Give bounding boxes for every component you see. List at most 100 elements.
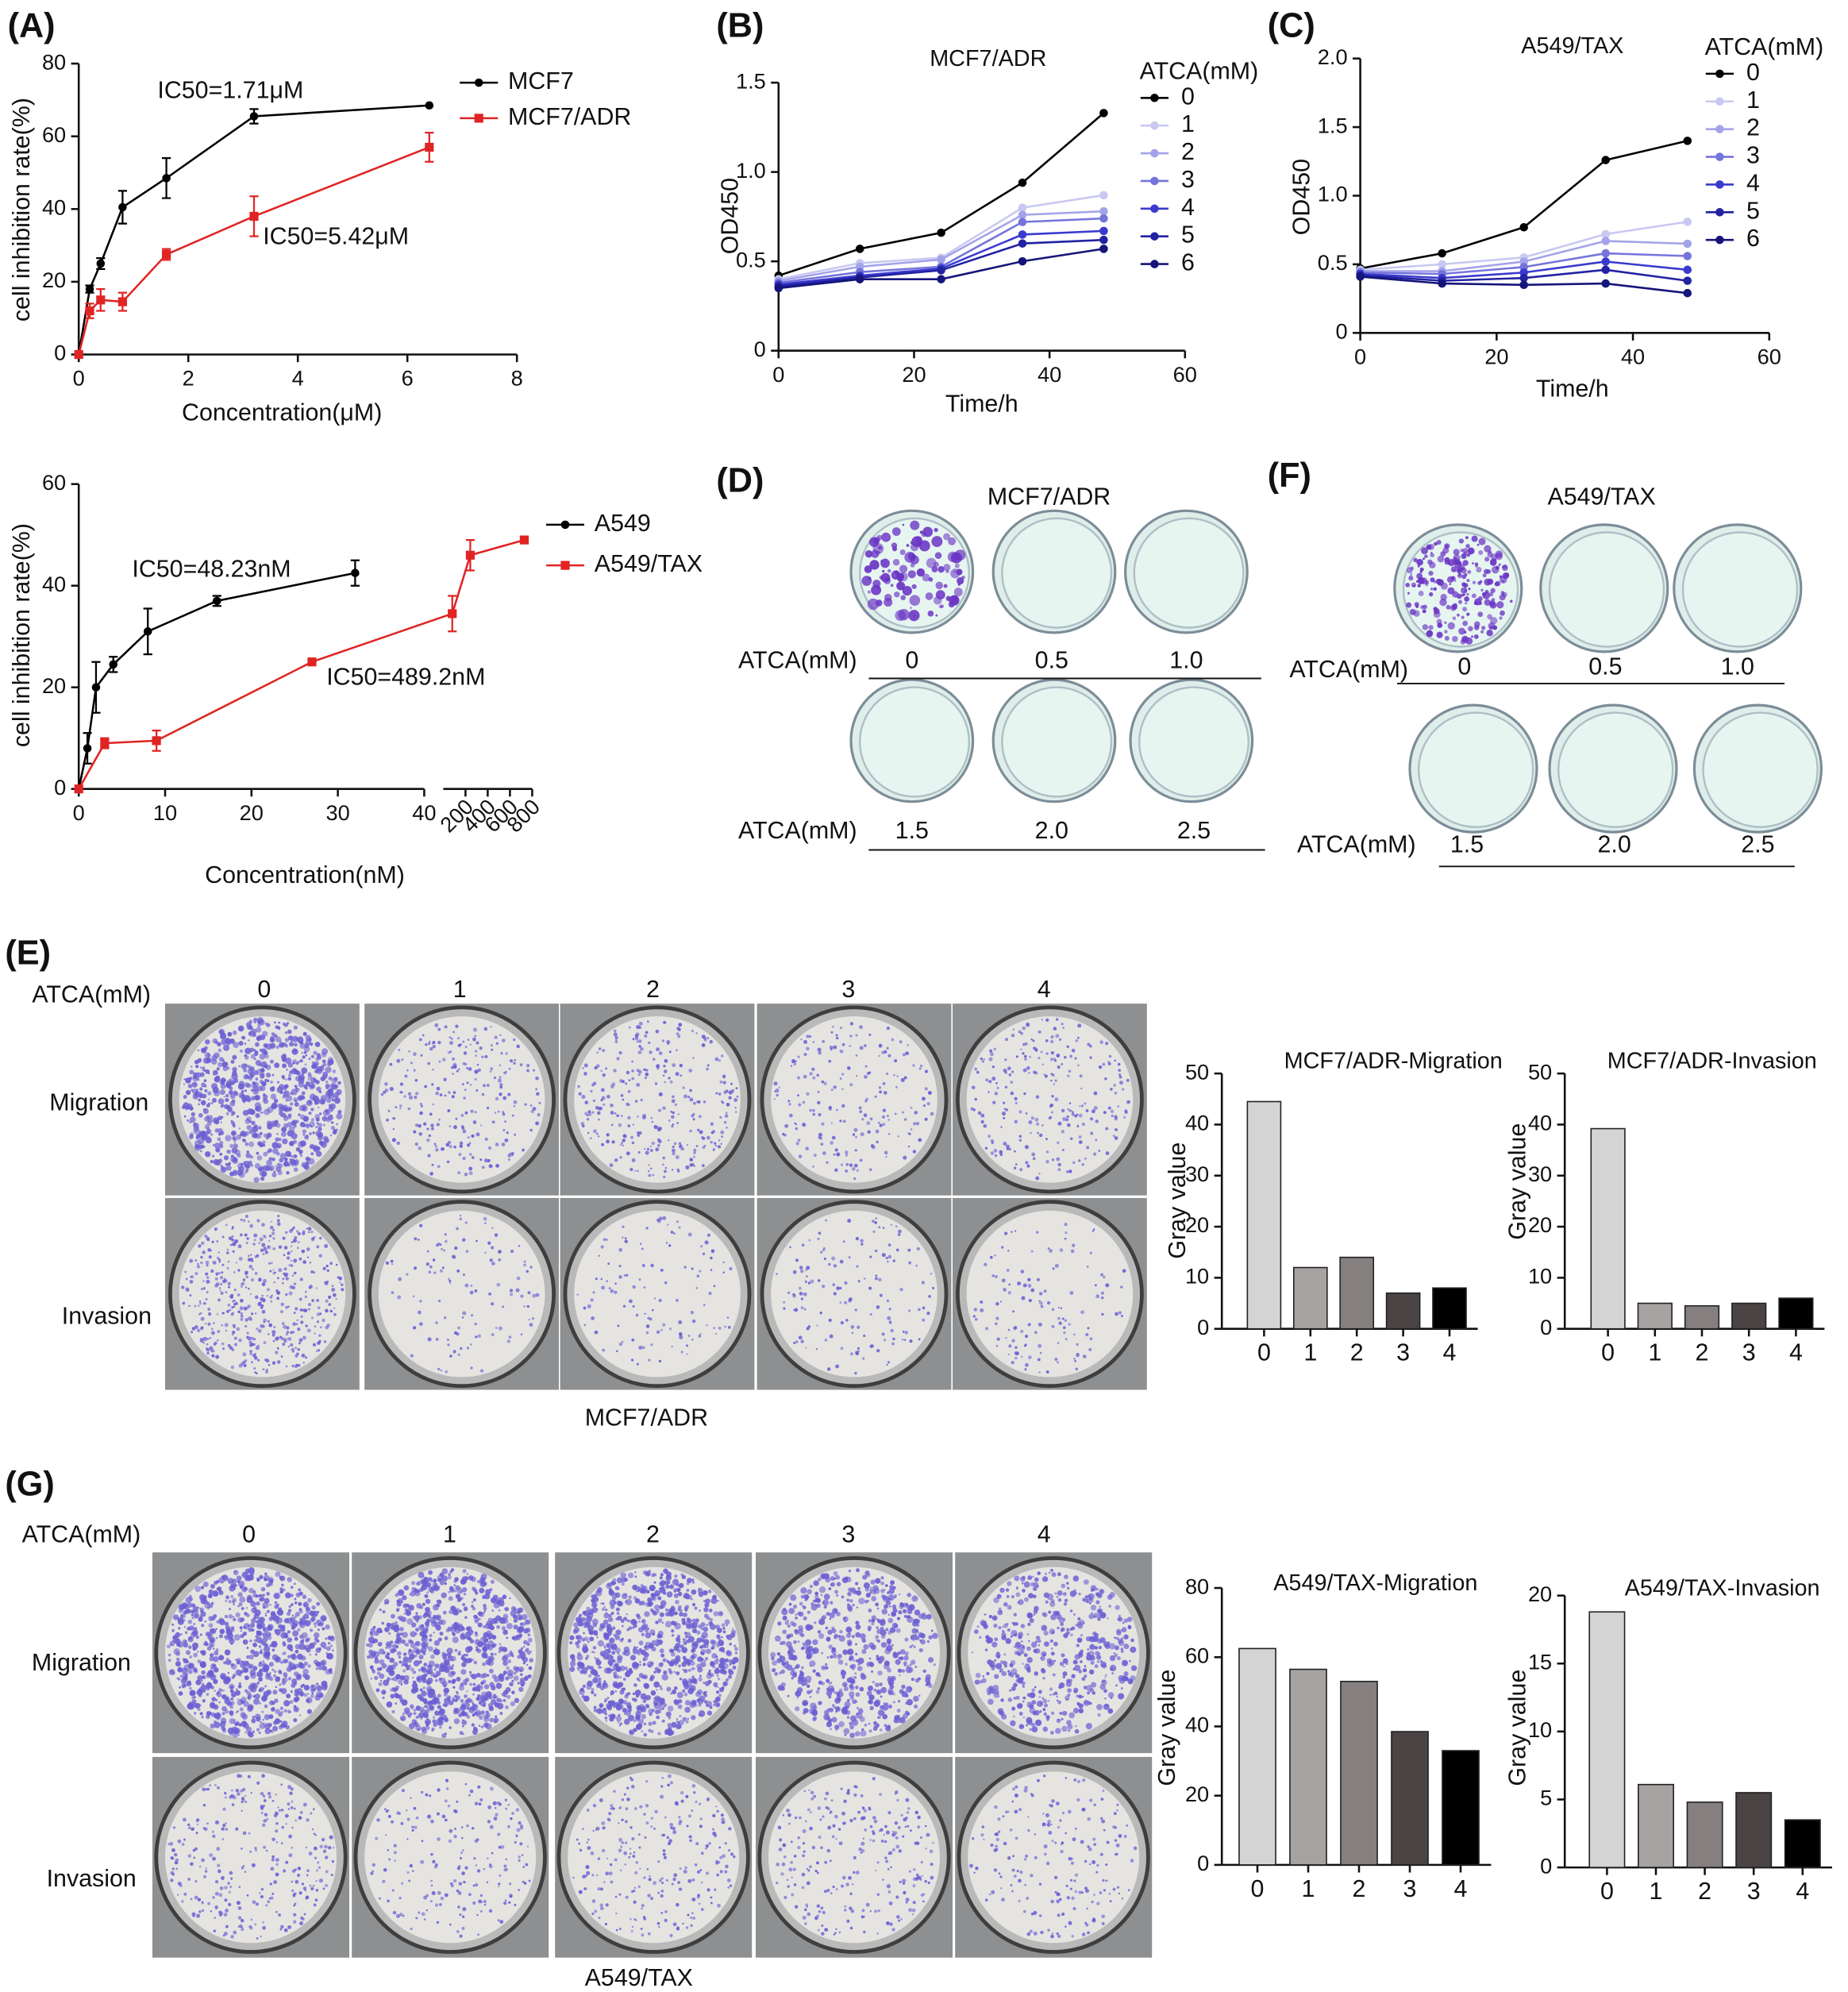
stain-dot xyxy=(449,1726,452,1729)
stain-dot xyxy=(316,1298,320,1302)
stain-dot xyxy=(686,1143,689,1146)
stain-dot xyxy=(472,1704,477,1709)
stain-dot xyxy=(925,592,934,600)
stain-dot xyxy=(1061,1063,1064,1065)
stain-dot xyxy=(830,1122,834,1124)
stain-dot xyxy=(206,1347,210,1352)
stain-dot xyxy=(598,1254,600,1257)
stain-dot xyxy=(287,1251,291,1255)
stain-dot xyxy=(922,573,930,582)
stain-dot xyxy=(886,1260,889,1263)
stain-dot xyxy=(894,1112,897,1115)
stain-dot xyxy=(1024,1368,1027,1371)
stain-dot xyxy=(200,1288,203,1291)
stain-dot xyxy=(447,1575,452,1580)
stain-dot xyxy=(263,1341,267,1345)
stain-dot xyxy=(310,1118,315,1122)
stain-dot xyxy=(256,1035,262,1042)
stain-dot xyxy=(990,1151,995,1155)
stain-dot xyxy=(813,1154,817,1158)
stain-dot xyxy=(459,1347,463,1350)
stain-dot xyxy=(423,1122,427,1126)
stain-dot xyxy=(398,1104,402,1108)
stain-dot xyxy=(1023,1092,1026,1096)
stain-dot xyxy=(833,1153,836,1156)
stain-dot xyxy=(285,1365,288,1368)
stain-dot xyxy=(336,1123,339,1126)
stain-dot xyxy=(518,1686,524,1693)
stain-dot xyxy=(1014,1119,1018,1123)
stain-dot xyxy=(422,1709,427,1714)
stain-dot xyxy=(285,1333,288,1336)
stain-dot xyxy=(248,1254,250,1258)
stain-dot xyxy=(315,1130,322,1137)
stain-dot xyxy=(508,1068,511,1070)
stain-dot xyxy=(475,1711,482,1717)
stain-dot xyxy=(1430,553,1434,558)
stain-dot xyxy=(307,1231,310,1234)
stain-dot xyxy=(1473,621,1480,628)
stain-dot xyxy=(483,1158,488,1163)
stain-dot xyxy=(1054,1079,1057,1082)
stain-dot xyxy=(291,1250,293,1253)
stain-dot xyxy=(198,1312,201,1316)
stain-dot xyxy=(271,1032,275,1036)
stain-dot xyxy=(439,1581,445,1586)
stain-dot xyxy=(1430,588,1434,591)
stain-dot xyxy=(290,1245,293,1247)
stain-dot xyxy=(918,1067,922,1070)
stain-dot xyxy=(272,1720,278,1725)
stain-dot xyxy=(221,1038,227,1046)
stain-dot xyxy=(318,1106,320,1109)
stain-dot xyxy=(313,1078,317,1082)
stain-dot xyxy=(1465,602,1468,605)
stain-dot xyxy=(227,1106,233,1112)
stain-dot xyxy=(506,1623,513,1630)
stain-dot xyxy=(294,1124,297,1128)
dose-label: 4 xyxy=(1038,976,1051,1003)
stain-dot xyxy=(210,1160,214,1164)
stain-dot xyxy=(260,1176,265,1181)
stain-dot xyxy=(255,1042,260,1047)
stain-dot xyxy=(825,1219,827,1222)
stain-dot xyxy=(943,564,951,572)
stain-dot xyxy=(406,1273,409,1276)
stain-dot xyxy=(591,1083,595,1087)
stain-dot xyxy=(252,1651,260,1658)
stain-dot xyxy=(432,1045,436,1049)
stain-dot xyxy=(304,1295,308,1299)
stain-dot xyxy=(200,1609,204,1613)
stain-dot xyxy=(237,1244,242,1249)
stain-dot xyxy=(1122,1088,1125,1091)
stain-dot xyxy=(617,1324,620,1327)
stain-dot xyxy=(248,1627,252,1632)
stain-dot xyxy=(287,1130,294,1137)
stain-dot xyxy=(217,1330,221,1333)
stain-dot xyxy=(191,1327,196,1331)
stain-dot xyxy=(449,1125,452,1127)
stain-dot xyxy=(224,1635,227,1639)
stain-dot xyxy=(666,1039,671,1045)
stain-dot xyxy=(233,1125,236,1128)
stain-dot xyxy=(254,1272,258,1275)
stain-dot xyxy=(212,1073,215,1076)
stain-dot xyxy=(537,1113,541,1117)
stain-dot xyxy=(300,1315,303,1318)
stain-dot xyxy=(211,1354,215,1358)
stain-dot xyxy=(457,1628,460,1631)
stain-dot xyxy=(413,1069,416,1072)
stain-dot xyxy=(483,1606,487,1611)
stain-dot xyxy=(1052,1267,1055,1270)
stain-dot xyxy=(866,1121,871,1126)
stain-dot xyxy=(667,1223,669,1226)
stain-dot xyxy=(689,1163,693,1167)
stain-dot xyxy=(262,1636,268,1643)
stain-dot xyxy=(229,1143,234,1148)
stain-dot xyxy=(426,1717,429,1720)
stain-dot xyxy=(1118,1073,1122,1077)
stain-dot xyxy=(214,1721,221,1728)
stain-dot xyxy=(632,1123,634,1126)
stain-dot xyxy=(712,1149,715,1152)
stain-dot xyxy=(238,1338,242,1343)
stain-dot xyxy=(1080,1104,1084,1108)
